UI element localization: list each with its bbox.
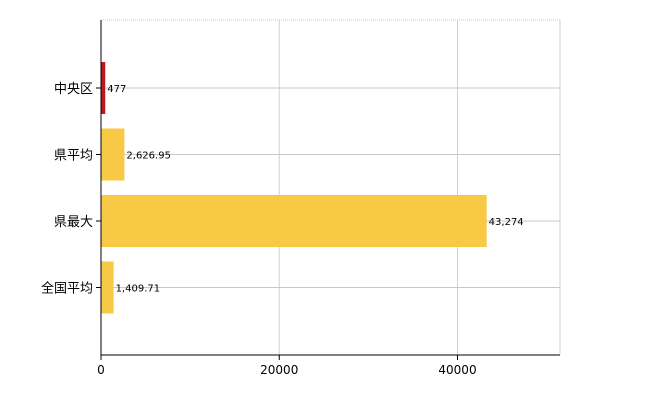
data-labels: 477 2,626.95 43,274 1,409.71 <box>107 84 523 295</box>
bar <box>101 195 487 247</box>
x-tick-label: 40000 <box>438 363 476 377</box>
data-label: 477 <box>107 84 126 95</box>
category-label: 県最大 <box>54 215 93 230</box>
category-label: 全国平均 <box>41 281 93 297</box>
category-label: 中央区 <box>54 82 93 97</box>
bars <box>101 62 487 314</box>
gridlines <box>101 19 561 355</box>
axes <box>100 20 560 356</box>
bar <box>101 128 125 181</box>
data-label: 2,626.95 <box>126 151 171 162</box>
bar <box>101 261 114 314</box>
x-tick-label: 0 <box>97 363 105 377</box>
category-label: 県平均 <box>54 149 93 164</box>
bar <box>101 62 106 114</box>
x-axis-ticks: 0 20000 40000 <box>97 355 477 377</box>
x-tick-label: 20000 <box>260 363 298 377</box>
data-label: 1,409.71 <box>116 284 161 295</box>
data-label: 43,274 <box>489 217 524 228</box>
